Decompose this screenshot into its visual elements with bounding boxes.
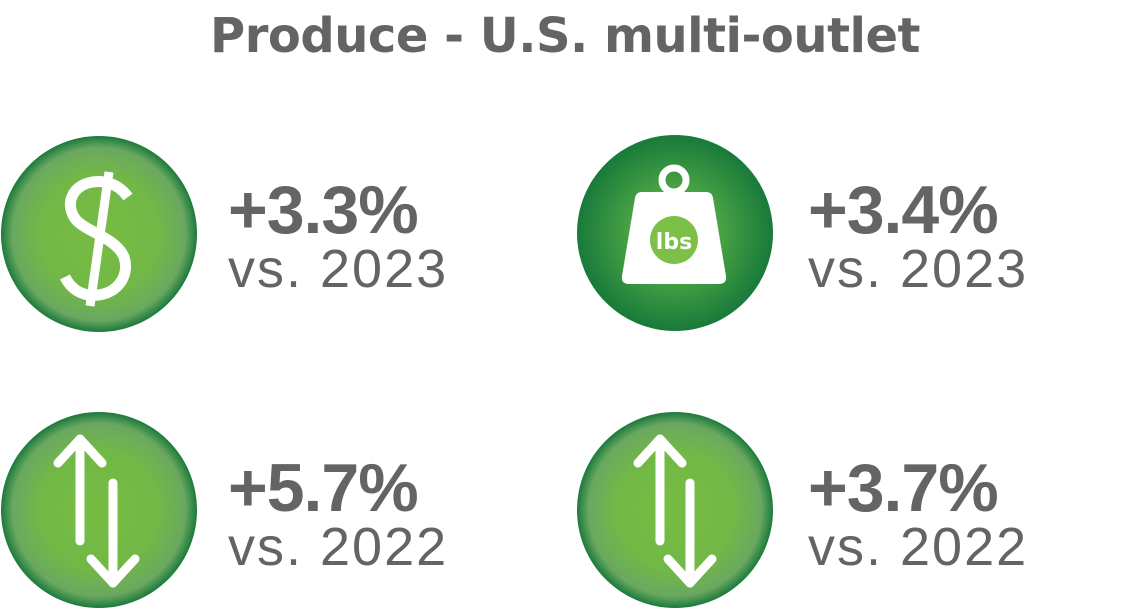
stat-value: +3.4%: [808, 172, 999, 248]
weight-label: lbs: [656, 230, 692, 255]
stat-comparison: vs. 2023: [228, 239, 449, 299]
stat-units: +5.7% vs. 2022: [228, 454, 448, 574]
up-down-arrows-icon: [577, 412, 773, 608]
stat-volume: +3.4% vs. 2023: [808, 176, 1028, 296]
stat-comparison: vs. 2022: [808, 517, 1029, 577]
stat-value: +5.7%: [228, 450, 419, 526]
stat-comparison: vs. 2023: [808, 239, 1029, 299]
page-title: Produce - U.S. multi-outlet: [210, 8, 920, 64]
stat-value: +3.3%: [228, 172, 419, 248]
stat-value: +3.7%: [808, 450, 999, 526]
stat-volume-2022: +3.7% vs. 2022: [808, 454, 1028, 574]
stat-sales: +3.3% vs. 2023: [228, 176, 448, 296]
weight-icon: lbs: [577, 135, 773, 331]
stat-comparison: vs. 2022: [228, 517, 449, 577]
up-down-arrows-icon: [1, 412, 197, 608]
dollar-icon: [1, 136, 197, 332]
